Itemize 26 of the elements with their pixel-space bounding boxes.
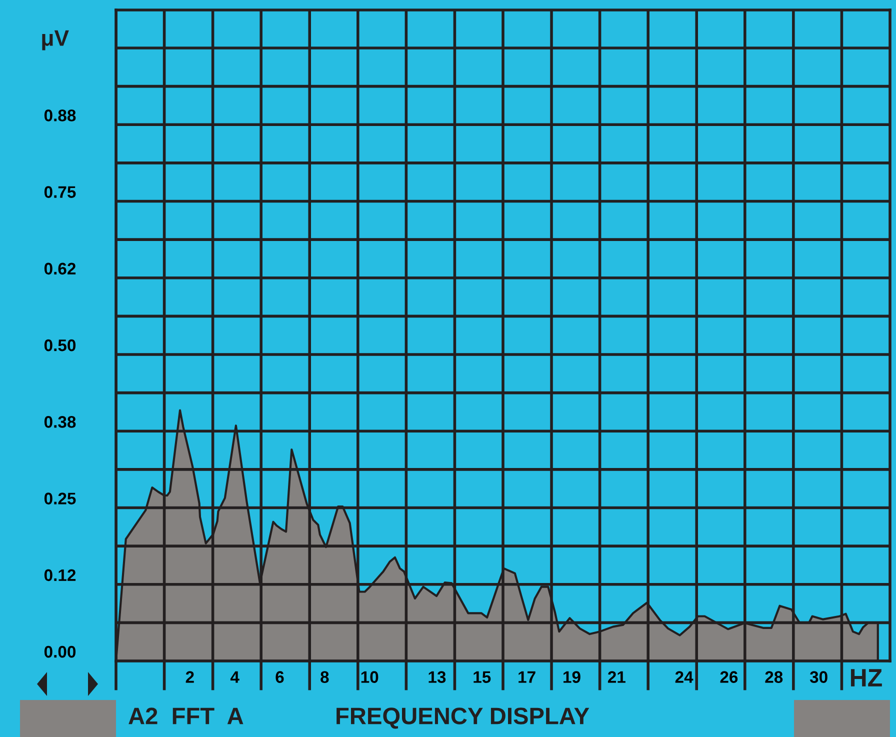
y-tick-label: 0.62 bbox=[44, 262, 76, 275]
y-tick-label: 0.12 bbox=[44, 569, 76, 582]
x-tick-label: 6 bbox=[276, 671, 284, 683]
x-tick-label: 24 bbox=[675, 671, 694, 683]
x-tick-label: 21 bbox=[608, 671, 626, 683]
x-tick-label: 2 bbox=[186, 671, 194, 683]
y-tick-label: 0.50 bbox=[44, 339, 76, 352]
x-tick-label: 28 bbox=[765, 671, 783, 683]
x-tick-label: 4 bbox=[230, 671, 240, 683]
y-tick-label: 0.25 bbox=[44, 492, 76, 504]
y-axis-title: μV bbox=[42, 30, 69, 50]
text: A2 FFT A bbox=[128, 708, 244, 724]
x-axis-title: HZ bbox=[850, 669, 882, 686]
y-tick-label: 0.38 bbox=[44, 416, 76, 428]
y-tick-label: 0.75 bbox=[44, 186, 76, 198]
y-tick-label: 0.00 bbox=[44, 646, 76, 658]
x-tick-label: 19 bbox=[564, 671, 580, 683]
x-tick-label: 15 bbox=[474, 671, 491, 683]
x-tick-label: 17 bbox=[518, 671, 536, 683]
y-tick-label: 0.88 bbox=[44, 110, 76, 122]
x-tick-label: 26 bbox=[720, 671, 738, 683]
x-tick-label: 8 bbox=[320, 671, 329, 683]
x-tick-label: 10 bbox=[361, 671, 378, 683]
text: FREQUENCY DISPLAY bbox=[336, 708, 590, 729]
x-tick-label: 30 bbox=[810, 671, 828, 683]
x-tick-label: 13 bbox=[428, 671, 446, 683]
